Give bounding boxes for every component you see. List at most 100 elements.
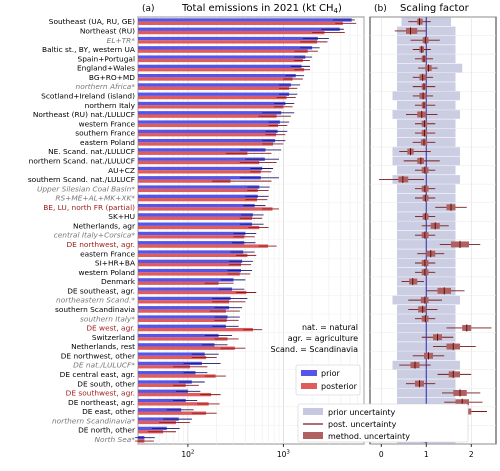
prior-bar: [138, 129, 278, 134]
category-label: southern Scand. nat./LULUCF: [28, 175, 135, 184]
category-label: southern France: [75, 129, 135, 138]
prior-bar: [138, 324, 226, 328]
posterior-bar: [138, 49, 308, 53]
category-label: eastern Poland: [80, 138, 135, 147]
prior-bar: [138, 148, 266, 152]
posterior-bar: [138, 95, 287, 100]
posterior-bar: [138, 188, 258, 193]
posterior-bar: [138, 272, 240, 276]
prior-bar: [138, 361, 202, 366]
category-label: DE southwest, agr.: [66, 389, 135, 398]
prior-bar: [138, 83, 291, 87]
x-tick-label: 102: [181, 450, 194, 460]
panel-a-title-sub: 4: [333, 7, 338, 15]
posterior-bar: [138, 225, 260, 230]
posterior-bar: [138, 318, 227, 323]
prior-bar: [138, 371, 196, 375]
category-label: England+Wales: [77, 64, 135, 73]
category-label: northeastern Scand.*: [56, 296, 135, 305]
posterior-bar: [138, 337, 228, 341]
prior-bar: [138, 213, 253, 217]
category-label: BE, LU, north FR (partial): [43, 203, 135, 212]
category-label: northern Africa*: [76, 82, 136, 91]
method-uncertainty-box: [448, 371, 460, 378]
x-tick-base: 10: [277, 450, 287, 459]
x-tick-label: 2: [469, 450, 474, 459]
x-tick-label: 103: [277, 450, 291, 460]
category-label: Switzerland: [92, 333, 135, 342]
category-label: DE southeast, agr.: [67, 286, 135, 295]
panel-b-label: (b): [374, 4, 387, 14]
posterior-bar: [138, 207, 273, 211]
legend-prior-swatch: [301, 370, 317, 376]
panel-b-title: Scaling factor: [400, 3, 470, 14]
prior-bar: [138, 278, 234, 282]
legend-post-unc-label: post. uncertainty: [328, 420, 397, 429]
category-label: central Italy+Corsica*: [54, 231, 136, 240]
prior-bar: [138, 380, 192, 384]
posterior-bar: [138, 151, 248, 155]
prior-bar: [138, 176, 261, 180]
category-label: SI+HR+BA: [95, 259, 135, 268]
prior-bar: [138, 194, 258, 199]
posterior-bar: [138, 411, 207, 415]
x-tick-base: 10: [181, 450, 191, 459]
x-tick-label: 1: [424, 450, 429, 459]
posterior-bar: [138, 420, 176, 425]
prior-bar: [138, 64, 302, 69]
posterior-bar: [138, 58, 303, 63]
posterior-bar: [138, 290, 247, 295]
posterior-bar: [138, 253, 248, 258]
panel-b-marks: [379, 17, 492, 444]
prior-bar: [138, 18, 352, 22]
category-label: western France: [79, 119, 136, 128]
category-label: Northeast (RU) nat./LULUCF: [33, 110, 135, 119]
panel-a-annotations: nat. = natural agr. = agriculture Scand.…: [271, 323, 359, 354]
category-label: Upper Silesian Coal Basin*: [37, 184, 135, 193]
panel-a-title-main: Total emissions in 2021 (kt CH: [181, 3, 333, 14]
panel-b-legend: prior uncertainty post. uncertainty meth…: [297, 403, 469, 443]
category-label: northern Scand. nat./LULUCF: [29, 156, 135, 165]
posterior-bar: [138, 30, 325, 35]
prior-bar: [138, 296, 231, 301]
annotation-agriculture: agr. = agriculture: [288, 334, 358, 343]
annotation-scandinavia: Scand. = Scandinavia: [271, 345, 359, 354]
posterior-bar: [138, 216, 253, 220]
prior-bar: [138, 268, 241, 273]
posterior-bar: [138, 86, 290, 90]
prior-bar: [138, 157, 265, 161]
panel-a-title: Total emissions in 2021 (kt CH4): [181, 3, 342, 15]
posterior-bar: [138, 198, 258, 202]
category-label: Scotland+Ireland (island): [41, 92, 135, 101]
category-label: Spain+Portugal: [78, 54, 135, 63]
panel-b-grid: [370, 16, 496, 445]
posterior-bar: [138, 402, 209, 406]
category-label: DE north, other: [78, 426, 136, 435]
posterior-bar: [138, 392, 212, 397]
prior-bar: [138, 315, 228, 319]
prior-bar: [138, 231, 246, 236]
prior-bar: [138, 138, 276, 143]
prior-bar: [138, 55, 306, 59]
category-label: DE northwest, other: [61, 351, 136, 360]
prior-bar: [138, 389, 188, 393]
prior-bar: [138, 101, 286, 106]
category-label: western Poland: [78, 268, 135, 277]
prior-bar: [138, 166, 263, 171]
category-label: Southeast (UA, RU, GE): [49, 17, 135, 26]
category-label: Netherlands, rest: [71, 342, 135, 351]
legend-prior-unc-label: prior uncertainty: [328, 408, 396, 417]
posterior-bar: [138, 142, 274, 146]
legend-method-unc-label: method. uncertainty: [328, 432, 410, 441]
posterior-bar: [138, 21, 343, 25]
category-label: DE nat./LULUCF*: [73, 361, 135, 370]
category-label: EL+TR*: [107, 36, 136, 45]
posterior-bar: [138, 179, 231, 183]
posterior-bar: [138, 355, 207, 360]
x-tick-exponent: 2: [191, 450, 195, 456]
prior-bar: [138, 203, 255, 208]
category-label: RS+ME+AL+MK+XK*: [55, 194, 135, 203]
posterior-bar: [138, 114, 277, 118]
posterior-bar: [138, 68, 305, 72]
